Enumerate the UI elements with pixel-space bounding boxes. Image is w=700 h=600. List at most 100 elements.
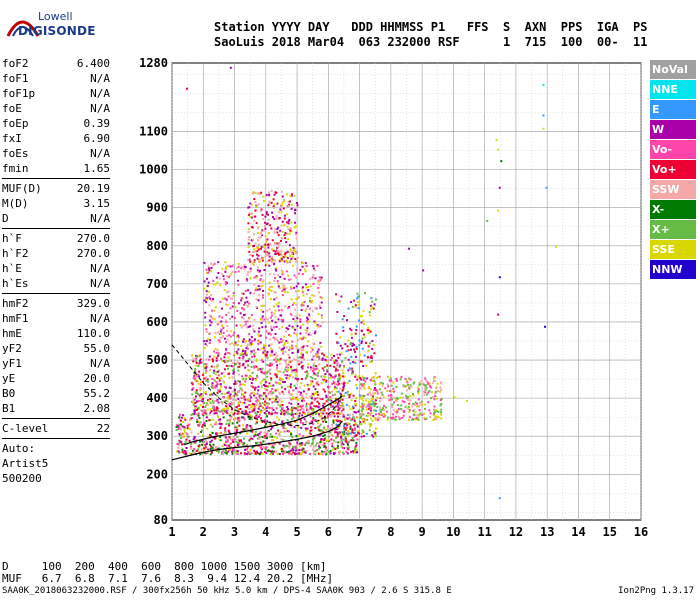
echo-point bbox=[321, 357, 324, 360]
echo-point bbox=[346, 345, 349, 348]
echo-point bbox=[418, 381, 421, 384]
echo-point bbox=[340, 398, 343, 401]
echo-point bbox=[348, 431, 351, 434]
echo-point bbox=[362, 407, 364, 410]
echo-point bbox=[248, 439, 251, 442]
echo-point bbox=[267, 321, 270, 324]
echo-point bbox=[324, 437, 327, 440]
echo-point bbox=[269, 390, 272, 393]
echo-point bbox=[427, 401, 430, 404]
echo-point bbox=[277, 285, 280, 288]
echo-point bbox=[269, 224, 271, 227]
echo-point bbox=[204, 412, 207, 415]
echo-point bbox=[228, 431, 231, 434]
echo-point bbox=[358, 344, 361, 347]
echo-point bbox=[277, 226, 280, 229]
echo-point bbox=[180, 432, 183, 435]
echo-point bbox=[260, 417, 262, 420]
echo-point bbox=[299, 320, 302, 323]
echo-point bbox=[379, 409, 382, 412]
echo-point bbox=[252, 263, 255, 266]
echo-point bbox=[234, 452, 237, 455]
echo-point bbox=[228, 414, 231, 417]
echo-point bbox=[298, 348, 301, 351]
echo-point bbox=[206, 403, 209, 406]
echo-point bbox=[346, 390, 349, 393]
echo-point bbox=[270, 377, 273, 380]
echo-point bbox=[440, 408, 443, 411]
echo-point bbox=[198, 417, 201, 419]
echo-point bbox=[261, 315, 264, 318]
echo-point bbox=[314, 419, 317, 422]
echo-point bbox=[272, 305, 275, 308]
echo-point bbox=[280, 204, 283, 207]
echo-point bbox=[335, 368, 337, 371]
echo-point bbox=[281, 294, 284, 297]
echo-point bbox=[205, 404, 207, 407]
echo-point bbox=[240, 344, 243, 347]
echo-point bbox=[321, 352, 324, 355]
echo-point bbox=[391, 398, 393, 401]
echo-point bbox=[232, 436, 235, 439]
echo-point bbox=[224, 270, 227, 273]
echo-point bbox=[178, 423, 181, 426]
echo-point bbox=[352, 413, 355, 416]
echo-point bbox=[276, 453, 279, 456]
echo-point bbox=[321, 444, 324, 446]
echo-point bbox=[343, 380, 345, 383]
echo-point bbox=[289, 254, 291, 257]
echo-point bbox=[205, 379, 208, 382]
echo-point bbox=[381, 384, 384, 387]
echo-point bbox=[251, 446, 254, 449]
echo-point bbox=[258, 258, 261, 261]
echo-point bbox=[425, 379, 428, 382]
echo-point bbox=[245, 405, 248, 408]
echo-point bbox=[325, 379, 328, 382]
echo-point bbox=[307, 333, 310, 336]
echo-point bbox=[205, 268, 208, 271]
echo-point bbox=[294, 377, 297, 380]
echo-point bbox=[183, 426, 186, 429]
echo-point bbox=[235, 430, 238, 433]
echo-point bbox=[205, 393, 207, 395]
echo-point bbox=[315, 383, 318, 386]
echo-point bbox=[336, 412, 339, 415]
echo-point bbox=[337, 403, 340, 406]
echo-point bbox=[262, 347, 265, 350]
echo-point bbox=[221, 359, 224, 362]
echo-point bbox=[216, 391, 219, 394]
echo-point bbox=[250, 406, 253, 409]
echo-point bbox=[437, 416, 440, 418]
echo-point bbox=[228, 443, 231, 446]
echo-point bbox=[250, 415, 253, 418]
echo-point bbox=[335, 363, 338, 366]
echo-point bbox=[202, 434, 205, 437]
echo-point bbox=[234, 306, 237, 309]
echo-point bbox=[227, 407, 230, 410]
echo-point bbox=[351, 429, 354, 432]
echo-point bbox=[183, 428, 186, 431]
echo-point bbox=[359, 416, 362, 419]
echo-point bbox=[194, 405, 197, 408]
echo-point bbox=[373, 405, 376, 407]
echo-point bbox=[268, 398, 271, 401]
echo-point bbox=[314, 277, 317, 280]
echo-point bbox=[238, 380, 241, 383]
echo-point bbox=[301, 356, 304, 359]
echo-point bbox=[277, 246, 280, 249]
echo-point bbox=[277, 403, 280, 406]
echo-point bbox=[214, 384, 217, 387]
echo-point bbox=[247, 242, 250, 245]
echo-point bbox=[257, 236, 260, 239]
echo-point bbox=[180, 416, 183, 419]
echo-point bbox=[234, 393, 237, 396]
echo-point bbox=[289, 443, 292, 446]
echo-point bbox=[329, 385, 332, 388]
echo-point bbox=[339, 392, 342, 395]
echo-point bbox=[276, 366, 279, 369]
echo-point bbox=[281, 425, 284, 428]
echo-point bbox=[301, 399, 303, 402]
echo-point bbox=[204, 439, 207, 442]
echo-point bbox=[207, 448, 210, 451]
echo-point bbox=[333, 401, 336, 404]
